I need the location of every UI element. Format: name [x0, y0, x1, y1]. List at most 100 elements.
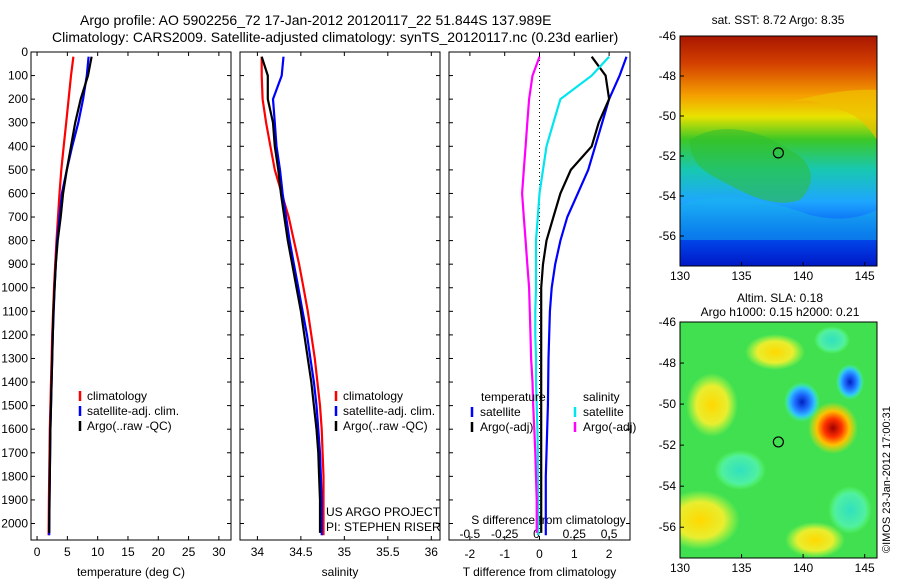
- legend-group-title: temperature: [481, 390, 546, 404]
- x-tick-label: 35.5: [376, 545, 400, 559]
- map-y-tick-label: -48: [659, 356, 677, 370]
- sla-map: 130 135 140 145 -46 -48 -50 -52 -54 -56: [659, 315, 878, 575]
- map-x-tick-label: 140: [793, 269, 813, 283]
- x-tick-label: 20: [152, 545, 166, 559]
- map-y-tick-label: -52: [659, 149, 677, 163]
- s-tick-label: 0.5: [601, 527, 618, 541]
- x-tick-label: -2: [465, 547, 476, 561]
- s-tick-label: 0.25: [563, 527, 587, 541]
- map-y-tick-label: -54: [659, 479, 677, 493]
- y-tick-label: 500: [8, 163, 28, 177]
- argo-location-marker: [772, 436, 784, 448]
- map-y-tick-label: -46: [659, 315, 677, 329]
- x-axis-label: salinity: [322, 565, 359, 579]
- x-tick-label: 34: [251, 545, 265, 559]
- x-tick-label: 0: [536, 547, 543, 561]
- series-line: [520, 56, 541, 533]
- map-y-tick-label: -50: [659, 397, 677, 411]
- legend-entry: climatology: [343, 389, 403, 403]
- y-tick-label: 100: [8, 69, 28, 83]
- legend-entry: satellite-adj. clim.: [343, 404, 435, 418]
- sla-low-northeast: [836, 364, 864, 400]
- y-tick-label: 800: [8, 234, 28, 248]
- temperature-profile-panel: 0100200300400500600700800900100011001200…: [1, 45, 232, 579]
- legend-group-title: salinity: [583, 390, 620, 404]
- map-y-tick-label: -52: [659, 438, 677, 452]
- series-line: [544, 56, 628, 536]
- sst-map: 130 135 140 145 -46 -48 -50 -52 -54 -56: [659, 29, 878, 283]
- x-tick-label: 25: [182, 545, 196, 559]
- series-line: [48, 56, 93, 533]
- x-tick-label: 15: [121, 545, 135, 559]
- map-x-tick-label: 145: [855, 269, 875, 283]
- y-tick-label: 200: [8, 92, 28, 106]
- map-x-tick-label: 140: [793, 561, 813, 575]
- sst-green-eddy: [690, 129, 811, 203]
- x-tick-label: 34.5: [289, 545, 313, 559]
- series-line: [260, 56, 325, 536]
- y-tick-label: 300: [8, 116, 28, 130]
- legend-entry: climatology: [87, 389, 147, 403]
- y-tick-label: 900: [8, 257, 28, 271]
- sla-high-southeast: [785, 522, 845, 558]
- y-tick-label: 600: [8, 186, 28, 200]
- salinity-profile-panel: 34 34.5 35 35.5 36 salinity climatologysatelli…: [239, 51, 441, 579]
- plot-frame: [239, 51, 441, 541]
- y-tick-label: 1100: [2, 304, 28, 318]
- map-x-tick-label: 130: [670, 561, 690, 575]
- s-tick-label: -0.5: [460, 527, 481, 541]
- legend-entry: satellite: [583, 405, 624, 419]
- y-tick-label: 2000: [1, 516, 28, 530]
- argo-location-marker: [772, 147, 784, 159]
- y-tick-label: 1000: [1, 281, 28, 295]
- sla-low-southwest: [714, 450, 766, 490]
- x-tick-label: -1: [499, 547, 510, 561]
- y-tick-label: 400: [8, 139, 28, 153]
- s-tick-label: 0: [533, 527, 540, 541]
- sst-cyan-band: [680, 197, 877, 240]
- sla-map-title: Altim. SLA: 0.18: [737, 291, 823, 305]
- sst-map-axes: 130 135 140 145 -46 -48 -50 -52 -54 -56: [659, 29, 875, 283]
- map-x-tick-label: 130: [670, 269, 690, 283]
- legend-entry: satellite: [480, 405, 521, 419]
- x-tick-label: 10: [91, 545, 105, 559]
- series-line: [260, 56, 322, 533]
- x-tick-label: 5: [64, 545, 71, 559]
- map-y-tick-label: -50: [659, 109, 677, 123]
- figure-title-line1: Argo profile: AO 5902256_72 17-Jan-2012 …: [80, 12, 551, 28]
- y-tick-label: 1700: [1, 446, 28, 460]
- sla-high-mid: [745, 334, 805, 370]
- y-tick-label: 1900: [1, 493, 28, 507]
- sla-high-west: [686, 373, 738, 437]
- sla-map-frame: [679, 321, 878, 559]
- figure-title-line2: Climatology: CARS2009. Satellite-adjuste…: [52, 29, 618, 45]
- legend-entry: Argo(..raw -QC): [343, 419, 428, 433]
- sla-map-subtitle: Argo h1000: 0.15 h2000: 0.21: [701, 305, 860, 319]
- series-line: [271, 56, 323, 536]
- difference-profile-panel: -2 -1 0 1 2 -0.5 -0.25 0 0.25 0.5S difference fro…: [448, 51, 636, 579]
- sla-high-south: [680, 490, 740, 550]
- project-label: US ARGO PROJECT: [326, 505, 441, 519]
- imos-credit: ©IMOS 23-Jan-2012 17:00:31: [881, 406, 893, 553]
- y-tick-label: 1200: [1, 328, 28, 342]
- sla-map-axes: 130 135 140 145 -46 -48 -50 -52 -54 -56: [659, 315, 875, 575]
- map-x-tick-label: 135: [732, 269, 752, 283]
- y-tick-label: 0: [21, 45, 28, 59]
- x-tick-label: 0: [34, 545, 41, 559]
- sla-low-north: [814, 326, 850, 354]
- y-tick-label: 1800: [1, 469, 28, 483]
- x-tick-label: 36: [425, 545, 439, 559]
- map-y-tick-label: -56: [659, 520, 677, 534]
- map-y-tick-label: -46: [659, 29, 677, 43]
- x-tick-label: 1: [571, 547, 578, 561]
- series-line: [540, 56, 611, 533]
- x-axis-label: T difference from climatology: [463, 565, 617, 579]
- sst-map-frame: [679, 35, 878, 267]
- sla-low-center: [784, 382, 820, 422]
- map-y-tick-label: -48: [659, 69, 677, 83]
- s-axis-label: S difference from climatology: [471, 513, 626, 527]
- map-x-tick-label: 135: [732, 561, 752, 575]
- y-tick-label: 1500: [1, 399, 28, 413]
- plot-frame: [30, 51, 232, 541]
- sst-warm-tongue: [770, 89, 877, 140]
